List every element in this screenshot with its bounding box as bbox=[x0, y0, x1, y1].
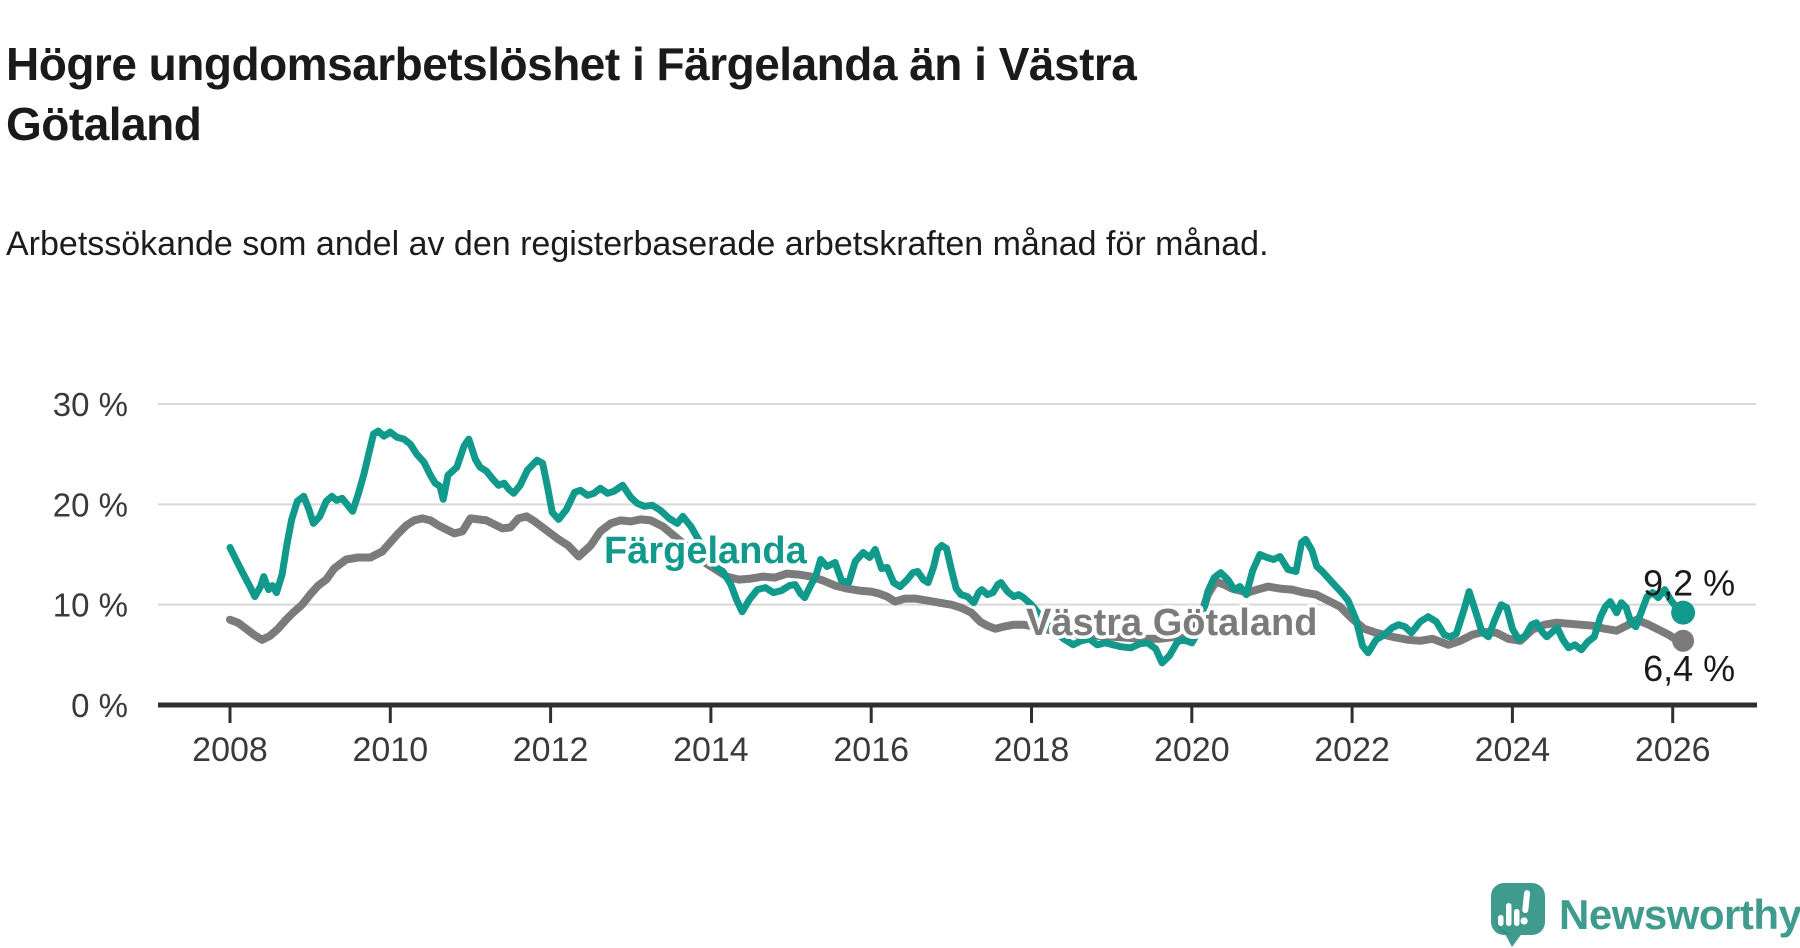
x-axis-label-2024: 2024 bbox=[1475, 731, 1551, 769]
x-axis-label-2026: 2026 bbox=[1635, 731, 1711, 769]
page-subtitle: Arbetssökande som andel av den registerb… bbox=[6, 225, 1269, 263]
newsworthy-wordmark: Newsworthy bbox=[1559, 891, 1800, 938]
series-line-färgelanda bbox=[226, 427, 1687, 667]
series-end-value-fargelanda: 9,2 % bbox=[1643, 563, 1735, 604]
series-end-dot-vastra-gotaland bbox=[1672, 629, 1695, 652]
x-axis-label-2008: 2008 bbox=[192, 731, 268, 769]
series-label-vastra-gotaland: Västra Götaland bbox=[1026, 602, 1317, 644]
series-line-västra-götaland bbox=[226, 512, 1688, 649]
y-axis-label-10: 10 % bbox=[53, 587, 128, 624]
x-axis-label-2020: 2020 bbox=[1154, 731, 1230, 769]
x-axis-label-2016: 2016 bbox=[833, 731, 909, 769]
y-axis-label-0: 0 % bbox=[71, 687, 128, 724]
page-title: Högre ungdomsarbetslöshet i Färgelanda ä… bbox=[6, 37, 1137, 150]
x-axis-label-2018: 2018 bbox=[994, 731, 1070, 769]
x-axis-label-2022: 2022 bbox=[1314, 731, 1390, 769]
newsworthy-branding: Newsworthy bbox=[1490, 882, 1800, 948]
x-axis-label-2014: 2014 bbox=[673, 731, 749, 769]
y-axis-label-20: 20 % bbox=[53, 486, 128, 523]
y-axis-label-30: 30 % bbox=[53, 386, 128, 423]
series-end-dot-fargelanda bbox=[1671, 600, 1696, 625]
series-label-fargelanda: Färgelanda bbox=[604, 530, 808, 572]
series-end-value-vastra-gotaland: 6,4 % bbox=[1643, 648, 1735, 689]
x-axis-label-2012: 2012 bbox=[513, 731, 589, 769]
x-axis-label-2010: 2010 bbox=[352, 731, 428, 769]
newsworthy-logo-icon bbox=[1491, 883, 1545, 947]
